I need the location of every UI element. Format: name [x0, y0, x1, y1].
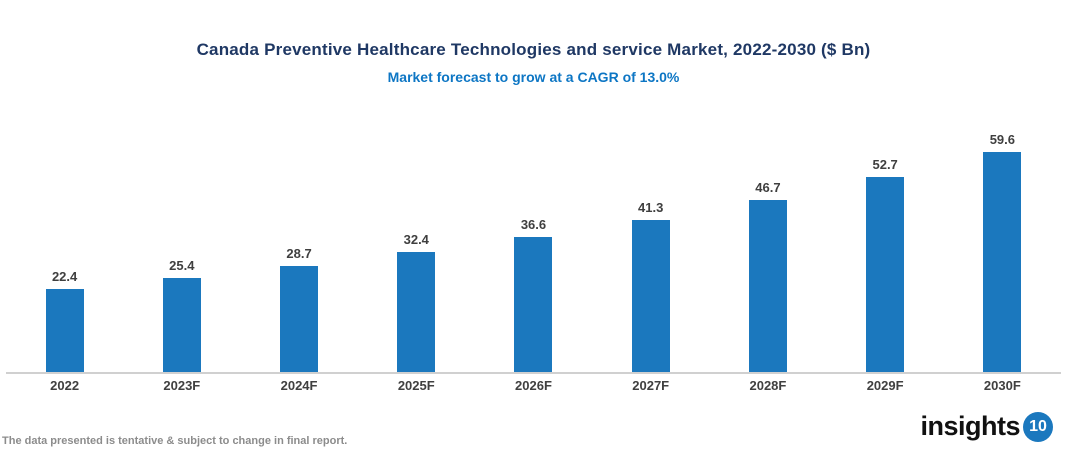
x-axis-label: 2024F: [280, 378, 318, 393]
x-axis-label: 2026F: [515, 378, 552, 393]
bar-column: 46.7: [709, 180, 826, 372]
insights10-logo: insights 10: [920, 411, 1053, 442]
bar-value-label: 36.6: [520, 217, 547, 232]
bar-column: 52.7: [827, 157, 944, 372]
bar: [631, 220, 670, 372]
disclaimer-text: The data presented is tentative & subjec…: [2, 435, 348, 447]
bar: [280, 266, 319, 372]
chart-title: Canada Preventive Healthcare Technologie…: [196, 40, 871, 59]
bar: [748, 200, 787, 372]
x-axis-row: 2022 2023F 2024F 2025F 2026F 2027F 2028F 2029F 2…: [6, 378, 1061, 393]
bar: [162, 278, 201, 372]
bar-value-label: 46.7: [755, 180, 781, 195]
x-axis-label: 2023F: [163, 378, 201, 393]
bar-value-label: 32.4: [403, 232, 429, 247]
x-axis-label: 2028F: [749, 378, 787, 393]
bar-value-label: 59.6: [989, 132, 1016, 147]
logo-badge-icon: 10: [1023, 411, 1053, 442]
bar: [866, 177, 905, 372]
bar-plot: 22.4 25.4 28.7 32.4 36.6 41.3 46.7 52.7 59.6: [6, 104, 1061, 374]
bar: [397, 252, 436, 372]
bar-column: 28.7: [240, 246, 357, 372]
chart-header: Canada Preventive Healthcare Technologie…: [0, 0, 1067, 85]
bar-column: 32.4: [358, 232, 475, 372]
bar-column: 59.6: [944, 132, 1061, 372]
bar: [45, 289, 84, 372]
bar-value-label: 22.4: [51, 269, 78, 284]
x-axis-label: 2030F: [983, 378, 1021, 393]
bar-column: 22.4: [6, 269, 123, 372]
bar-value-label: 41.3: [638, 200, 664, 215]
bar-column: 41.3: [592, 200, 709, 372]
x-axis-label: 2027F: [632, 378, 670, 393]
logo-text: insights: [920, 411, 1020, 441]
bar-column: 36.6: [475, 217, 592, 372]
bar-value-label: 28.7: [286, 246, 312, 261]
x-axis-label: 2029F: [866, 378, 904, 393]
x-axis-label: 2025F: [397, 378, 435, 393]
bar: [514, 237, 553, 372]
bar-value-label: 25.4: [169, 258, 195, 273]
bar: [983, 152, 1022, 372]
bar-column: 25.4: [123, 258, 240, 372]
x-axis-label: 2022: [50, 378, 80, 393]
bar-value-label: 52.7: [872, 157, 898, 172]
chart-subtitle: Market forecast to grow at a CAGR of 13.…: [387, 69, 680, 85]
